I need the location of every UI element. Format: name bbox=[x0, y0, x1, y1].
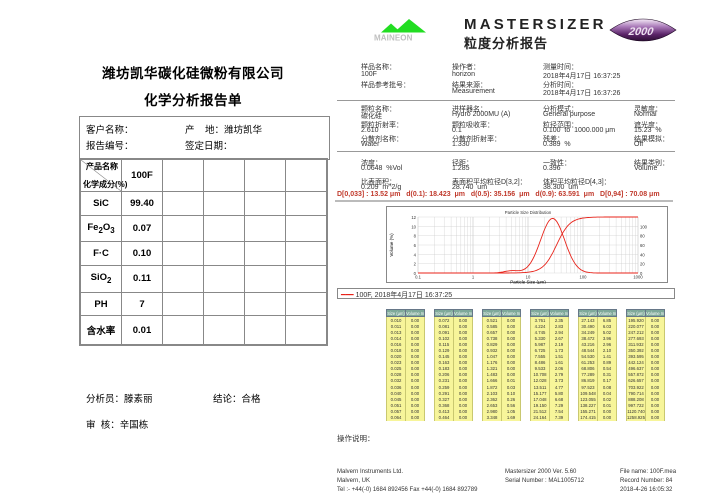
svg-text:MAINEON: MAINEON bbox=[374, 34, 413, 42]
svg-text:100: 100 bbox=[580, 275, 588, 280]
svg-text:20: 20 bbox=[640, 262, 645, 267]
svg-text:Volume (%): Volume (%) bbox=[389, 233, 394, 257]
svg-text:0.1: 0.1 bbox=[415, 275, 421, 280]
svg-text:1: 1 bbox=[472, 275, 475, 280]
svg-text:100: 100 bbox=[640, 224, 648, 229]
svg-text:60: 60 bbox=[640, 243, 645, 248]
svg-text:80: 80 bbox=[640, 234, 645, 239]
svg-text:Particle Size (μm): Particle Size (μm) bbox=[510, 280, 546, 285]
svg-text:12: 12 bbox=[411, 215, 416, 220]
svg-text:2: 2 bbox=[414, 262, 417, 267]
svg-text:6: 6 bbox=[414, 243, 417, 248]
svg-text:2000: 2000 bbox=[627, 26, 655, 38]
svg-text:4: 4 bbox=[414, 252, 417, 257]
svg-text:8: 8 bbox=[414, 234, 417, 239]
svg-text:Particle Size Distribution: Particle Size Distribution bbox=[505, 210, 552, 215]
svg-text:1000: 1000 bbox=[633, 275, 643, 280]
svg-text:40: 40 bbox=[640, 252, 645, 257]
svg-text:10: 10 bbox=[411, 224, 416, 229]
